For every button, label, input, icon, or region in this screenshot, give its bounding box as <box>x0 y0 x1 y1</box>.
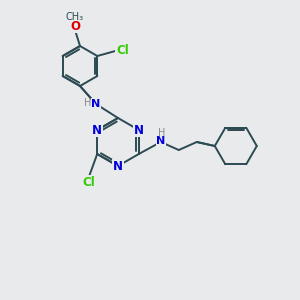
Text: H: H <box>158 128 166 138</box>
Text: O: O <box>70 20 80 32</box>
Text: Cl: Cl <box>116 44 129 58</box>
Text: N: N <box>134 124 144 136</box>
Text: H: H <box>84 98 92 108</box>
Text: N: N <box>156 136 165 146</box>
Text: CH₃: CH₃ <box>66 12 84 22</box>
Text: Cl: Cl <box>83 176 96 188</box>
Text: N: N <box>92 99 100 109</box>
Text: N: N <box>92 124 102 136</box>
Text: N: N <box>113 160 123 172</box>
